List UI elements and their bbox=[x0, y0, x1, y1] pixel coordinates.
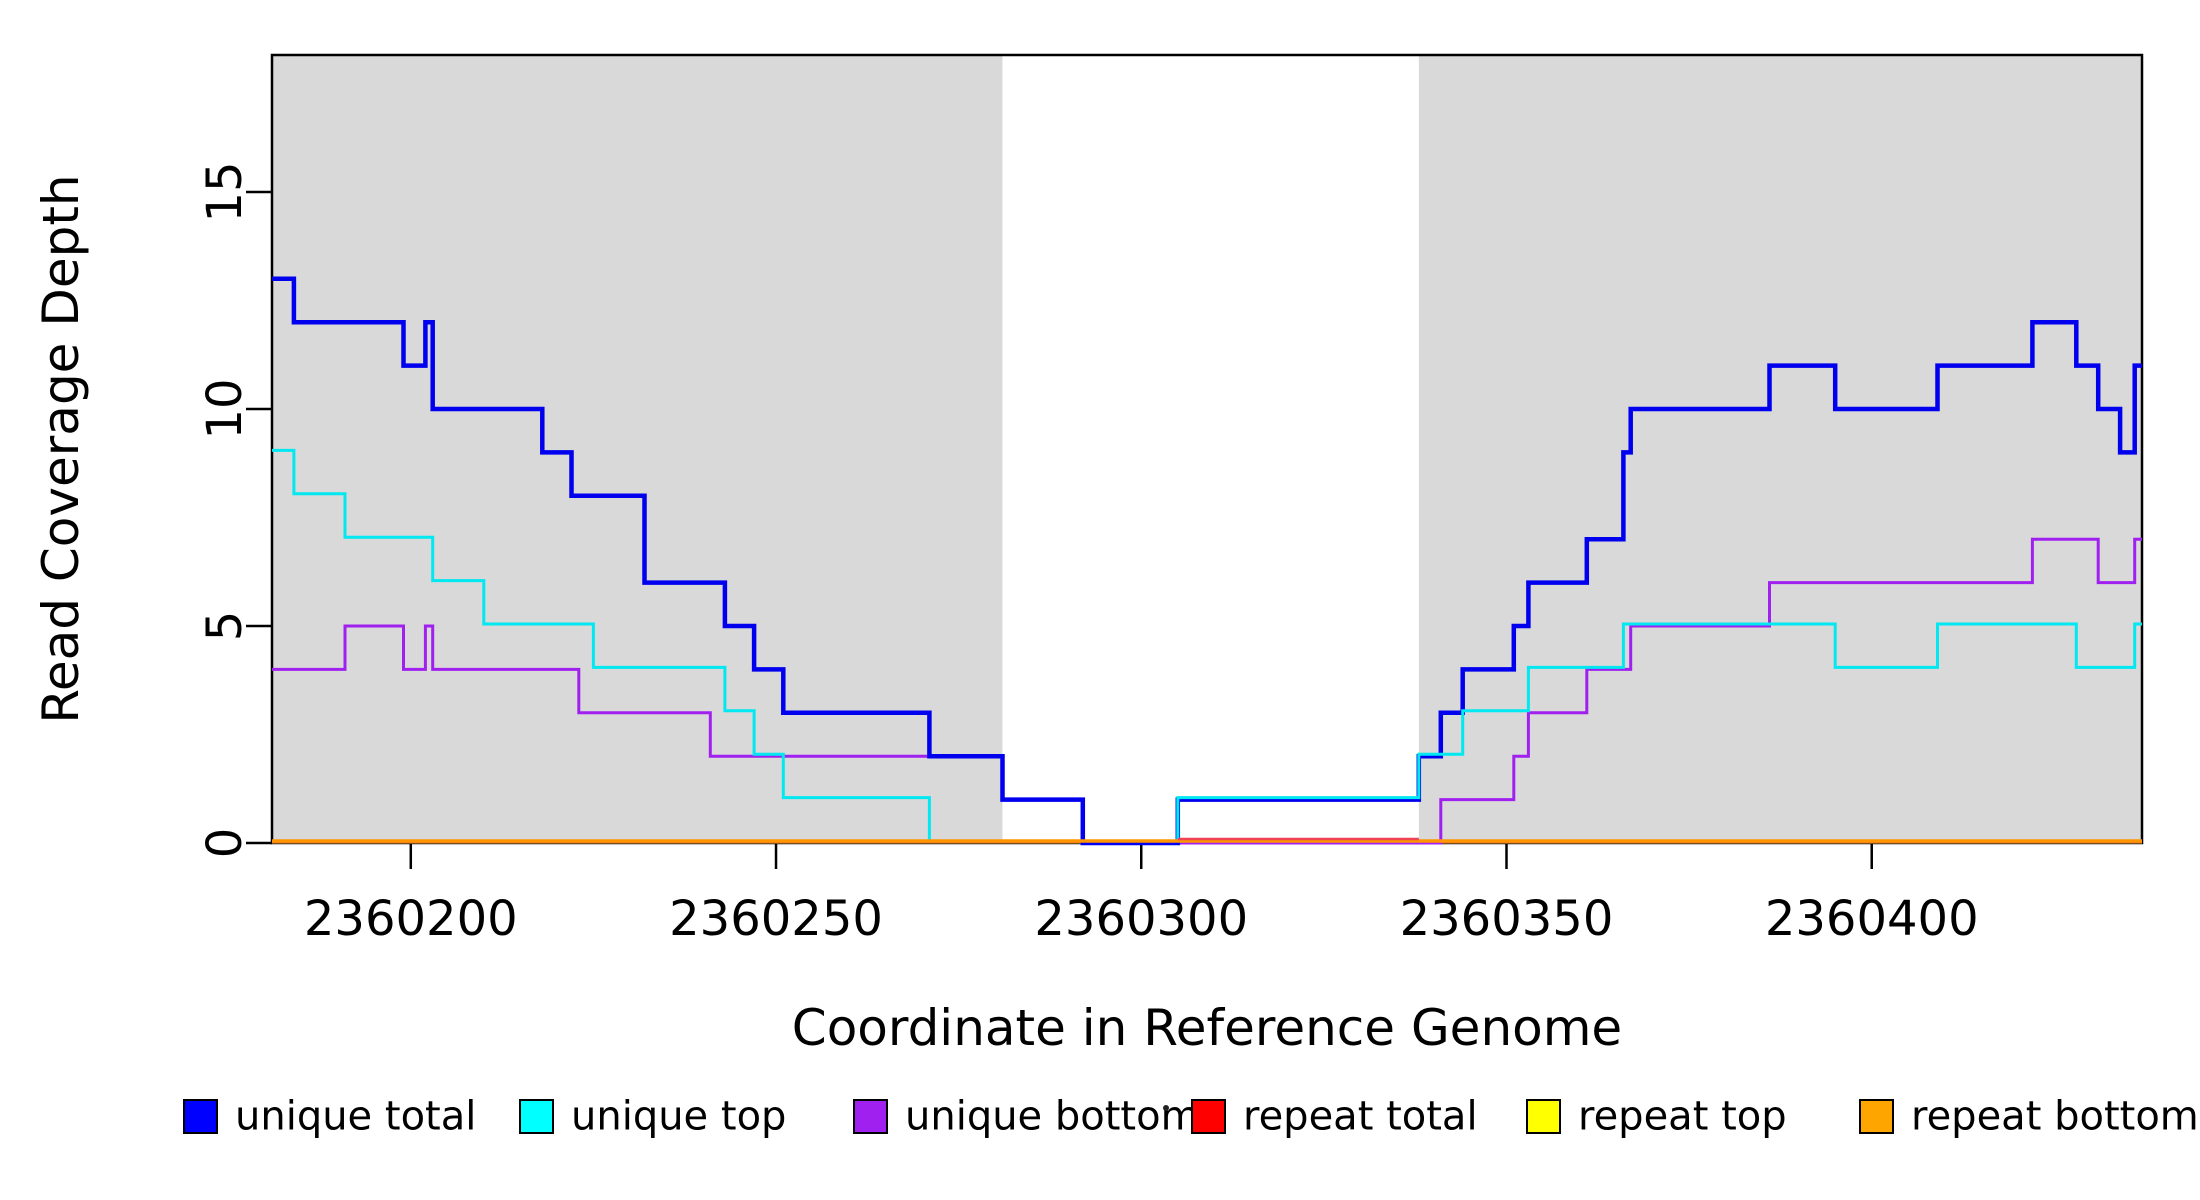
x-tick-label: 2360350 bbox=[1400, 891, 1614, 947]
axes-layer: 0 5 10 15 2360200 2360250 2360300 2360350 236040… bbox=[197, 53, 2144, 947]
x-tick-label: 2360400 bbox=[1765, 891, 1979, 947]
y-tick-label: 15 bbox=[197, 161, 253, 222]
y-axis-title: Read Coverage Depth bbox=[32, 174, 90, 723]
legend-swatch-unique-top bbox=[519, 1099, 554, 1134]
legend-label: repeat top bbox=[1578, 1094, 1787, 1140]
legend-label: unique top bbox=[571, 1094, 786, 1140]
shaded-regions-layer bbox=[272, 55, 2142, 843]
series-line-unique-bottom bbox=[272, 537, 2142, 845]
legend-label: unique total bbox=[235, 1094, 476, 1140]
legend-layer: unique total unique top unique bottom repea… bbox=[183, 1094, 2199, 1140]
legend-item: repeat top bbox=[1526, 1094, 1787, 1140]
legend-item: unique bottom bbox=[853, 1094, 1200, 1140]
legend-label: repeat bottom bbox=[1911, 1094, 2199, 1140]
y-tick-label: 0 bbox=[197, 828, 253, 859]
stray-dot bbox=[1163, 1105, 1169, 1111]
legend-swatch-repeat-bottom bbox=[1859, 1099, 1894, 1134]
legend-swatch-unique-bottom bbox=[853, 1099, 888, 1134]
legend-swatch-repeat-top bbox=[1526, 1099, 1561, 1134]
legend-label: repeat total bbox=[1243, 1094, 1478, 1140]
legend-item: unique total bbox=[183, 1094, 476, 1140]
y-tick-label: 10 bbox=[197, 378, 253, 439]
legend-swatch-repeat-total bbox=[1191, 1099, 1226, 1134]
legend-swatch-unique-total bbox=[183, 1099, 218, 1134]
series-layer bbox=[272, 276, 2142, 846]
shaded-region bbox=[272, 55, 1003, 843]
legend-item: repeat bottom bbox=[1859, 1094, 2199, 1140]
x-axis-title: Coordinate in Reference Genome bbox=[792, 999, 1622, 1057]
y-tick-label: 5 bbox=[197, 611, 253, 642]
legend-item: repeat total bbox=[1191, 1094, 1478, 1140]
legend-item: unique top bbox=[519, 1094, 786, 1140]
series-line-unique-total bbox=[272, 276, 2142, 846]
legend-label: unique bottom bbox=[905, 1094, 1200, 1140]
x-tick-label: 2360200 bbox=[304, 891, 518, 947]
x-tick-label: 2360300 bbox=[1034, 891, 1248, 947]
x-tick-label: 2360250 bbox=[669, 891, 883, 947]
